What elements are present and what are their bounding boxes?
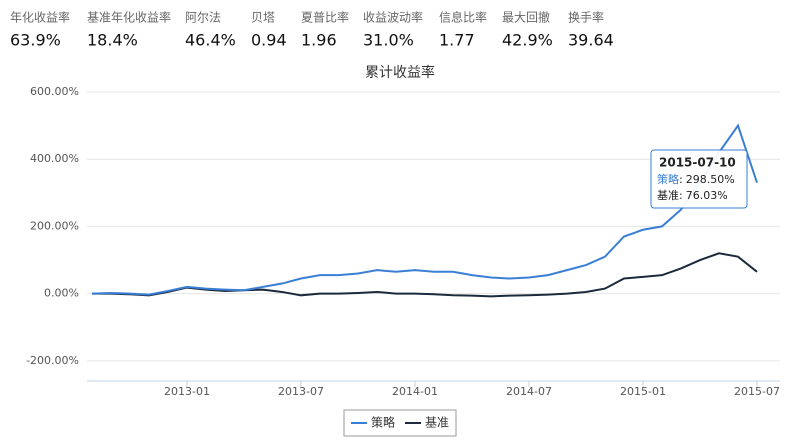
metric-label: 年化收益率 xyxy=(10,10,70,25)
metric-label: 夏普比率 xyxy=(301,10,349,25)
tooltip-value: 298.50% xyxy=(686,173,735,186)
y-tick-label: 400.00% xyxy=(30,152,79,165)
metric-value: 0.94 xyxy=(251,31,287,50)
series-line xyxy=(91,123,758,296)
metric-value: 39.64 xyxy=(568,31,614,50)
y-tick-label: 0.00% xyxy=(44,287,79,300)
metric-label: 基准年化收益率 xyxy=(87,10,171,25)
metric-value: 18.4% xyxy=(87,31,138,50)
x-tick-label: 2015-07 xyxy=(734,385,780,398)
metric-label: 信息比率 xyxy=(439,10,487,25)
x-tick-label: 2013-07 xyxy=(278,385,324,398)
metric-value: 42.9% xyxy=(502,31,553,50)
x-tick-label: 2014-01 xyxy=(392,385,438,398)
tooltip-sep: : xyxy=(679,189,683,202)
tooltip-label: 策略 xyxy=(657,172,679,186)
metric-label: 贝塔 xyxy=(251,11,275,25)
legend-item[interactable]: 策略 xyxy=(351,415,395,430)
tooltip-row: 策略: 298.50% xyxy=(657,172,735,186)
x-tick-label: 2015-01 xyxy=(620,385,666,398)
metric-label: 最大回撤 xyxy=(502,10,550,25)
metric-value: 63.9% xyxy=(10,31,61,50)
y-tick-label: 600.00% xyxy=(30,85,79,98)
metric-label: 阿尔法 xyxy=(185,10,221,25)
y-tick-label: -200.00% xyxy=(26,354,79,367)
legend-item[interactable]: 基准 xyxy=(405,416,449,430)
tooltip: 2015-07-10 策略: 298.50% 基准: 76.03% xyxy=(650,149,748,209)
tooltip-sep: : xyxy=(679,173,683,186)
metric-label: 收益波动率 xyxy=(363,10,423,25)
chart-title: 累计收益率 xyxy=(365,64,435,81)
metric-label: 换手率 xyxy=(568,10,604,25)
x-tick-label: 2013-01 xyxy=(164,385,210,398)
y-tick-label: 200.00% xyxy=(30,219,79,232)
tooltip-value: 76.03% xyxy=(686,189,728,202)
tooltip-date: 2015-07-10 xyxy=(659,156,736,170)
legend: 策略 基准 xyxy=(343,409,457,437)
tooltip-label: 基准 xyxy=(657,189,679,202)
metric-value: 31.0% xyxy=(363,31,414,50)
legend-label: 策略 xyxy=(371,415,395,430)
tooltip-row: 基准: 76.03% xyxy=(657,189,728,202)
legend-label: 基准 xyxy=(425,416,449,430)
series-line xyxy=(92,252,758,298)
metric-value: 1.96 xyxy=(301,31,337,50)
metric-value: 46.4% xyxy=(185,31,236,50)
metric-value: 1.77 xyxy=(439,31,475,50)
x-tick-label: 2014-07 xyxy=(506,385,552,398)
tooltip-box xyxy=(650,149,748,209)
